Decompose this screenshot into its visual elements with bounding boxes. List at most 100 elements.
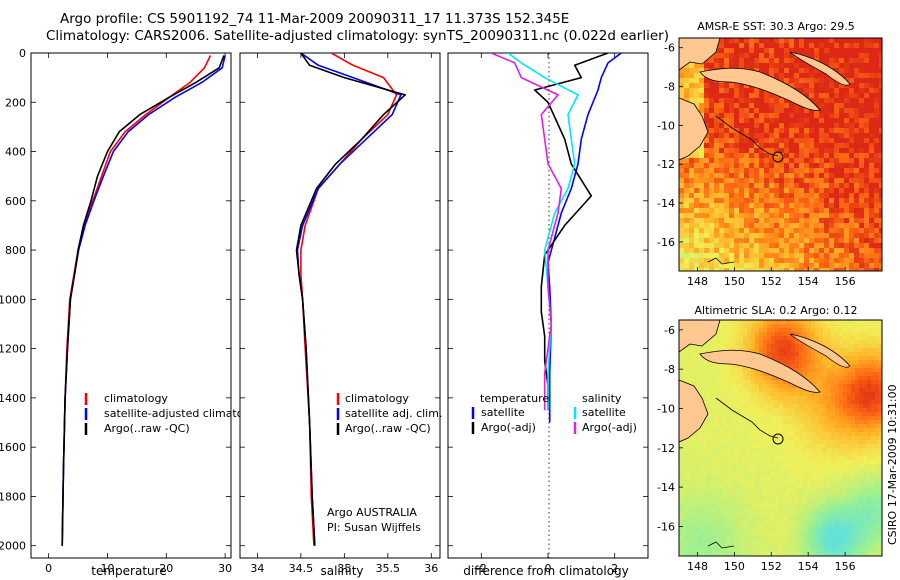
heatmap-cell <box>799 268 805 271</box>
heatmap-cell <box>683 444 688 449</box>
heatmap-cell <box>703 424 708 429</box>
heatmap-cell <box>691 372 696 377</box>
heatmap-cell <box>843 464 848 469</box>
heatmap-cell <box>855 384 860 389</box>
heatmap-cell <box>723 408 728 413</box>
heatmap-cell <box>751 512 756 517</box>
heatmap-cell <box>775 400 780 405</box>
heatmap-cell <box>727 464 732 469</box>
heatmap-cell <box>859 372 864 377</box>
heatmap-cell <box>719 416 724 421</box>
heatmap-cell <box>799 153 805 159</box>
heatmap-cell <box>779 63 785 69</box>
heatmap-cell <box>723 416 728 421</box>
heatmap-cell <box>729 48 735 54</box>
heatmap-cell <box>871 344 876 349</box>
heatmap-cell <box>769 203 775 209</box>
heatmap-cell <box>787 344 792 349</box>
heatmap-cell <box>775 516 780 521</box>
heatmap-cell <box>754 138 760 144</box>
heatmap-cell <box>711 432 716 437</box>
heatmap-cell <box>687 516 692 521</box>
heatmap-cell <box>819 218 825 224</box>
heatmap-cell <box>791 408 796 413</box>
heatmap-cell <box>739 456 744 461</box>
heatmap-cell <box>803 436 808 441</box>
heatmap-cell <box>854 163 860 169</box>
heatmap-cell <box>679 492 684 497</box>
heatmap-cell <box>774 148 780 154</box>
heatmap-cell <box>749 168 755 174</box>
heatmap-cell <box>759 233 765 239</box>
heatmap-cell <box>754 43 760 49</box>
heatmap-cell <box>811 520 816 525</box>
heatmap-cell <box>735 532 740 537</box>
heatmap-cell <box>855 444 860 449</box>
heatmap-cell <box>739 258 745 264</box>
heatmap-cell <box>719 380 724 385</box>
heatmap-cell <box>684 193 690 199</box>
heatmap-cell <box>774 173 780 179</box>
heatmap-cell <box>864 83 870 89</box>
heatmap-cell <box>687 456 692 461</box>
legend-argo-label: Argo(..raw -QC) <box>104 422 190 435</box>
heatmap-cell <box>799 460 804 465</box>
heatmap-cell <box>844 253 850 259</box>
heatmap-cell <box>867 424 872 429</box>
heatmap-cell <box>759 43 765 49</box>
heatmap-cell <box>804 243 810 249</box>
heatmap-cell <box>804 218 810 224</box>
heatmap-cell <box>804 248 810 254</box>
heatmap-cell <box>783 540 788 545</box>
heatmap-cell <box>824 198 830 204</box>
heatmap-cell <box>767 388 772 393</box>
heatmap-cell <box>869 113 875 119</box>
heatmap-cell <box>803 516 808 521</box>
heatmap-cell <box>819 128 825 134</box>
heatmap-cell <box>775 444 780 449</box>
heatmap-cell <box>844 218 850 224</box>
heatmap-cell <box>839 143 845 149</box>
heatmap-cell <box>839 38 845 44</box>
heatmap-cell <box>794 73 800 79</box>
heatmap-cell <box>791 444 796 449</box>
heatmap-cell <box>747 388 752 393</box>
heatmap-cell <box>791 324 796 329</box>
heatmap-cell <box>863 476 868 481</box>
heatmap-cell <box>724 188 730 194</box>
heatmap-cell <box>771 444 776 449</box>
heatmap-cell <box>769 63 775 69</box>
heatmap-cell <box>803 484 808 489</box>
heatmap-cell <box>849 258 855 264</box>
heatmap-cell <box>795 368 800 373</box>
heatmap-cell <box>867 464 872 469</box>
heatmap-cell <box>759 203 765 209</box>
heatmap-cell <box>835 376 840 381</box>
heatmap-cell <box>847 528 852 533</box>
heatmap-cell <box>839 320 844 325</box>
heatmap-cell <box>789 228 795 234</box>
heatmap-cell <box>819 163 825 169</box>
heatmap-cell <box>744 148 750 154</box>
heatmap-cell <box>694 243 700 249</box>
heatmap-cell <box>734 53 740 59</box>
heatmap-cell <box>763 472 768 477</box>
heatmap-cell <box>839 263 845 269</box>
heatmap-cell <box>831 456 836 461</box>
heatmap-cell <box>724 148 730 154</box>
heatmap-cell <box>723 440 728 445</box>
heatmap-cell <box>874 263 880 269</box>
heatmap-cell <box>769 233 775 239</box>
heatmap-cell <box>784 218 790 224</box>
heatmap-cell <box>759 520 764 525</box>
heatmap-cell <box>799 208 805 214</box>
heatmap-cell <box>714 198 720 204</box>
heatmap-cell <box>743 444 748 449</box>
heatmap-cell <box>715 452 720 457</box>
heatmap-cell <box>731 328 736 333</box>
heatmap-cell <box>719 516 724 521</box>
heatmap-cell <box>874 163 880 169</box>
heatmap-cell <box>764 68 770 74</box>
heatmap-cell <box>789 158 795 164</box>
heatmap-cell <box>779 344 784 349</box>
